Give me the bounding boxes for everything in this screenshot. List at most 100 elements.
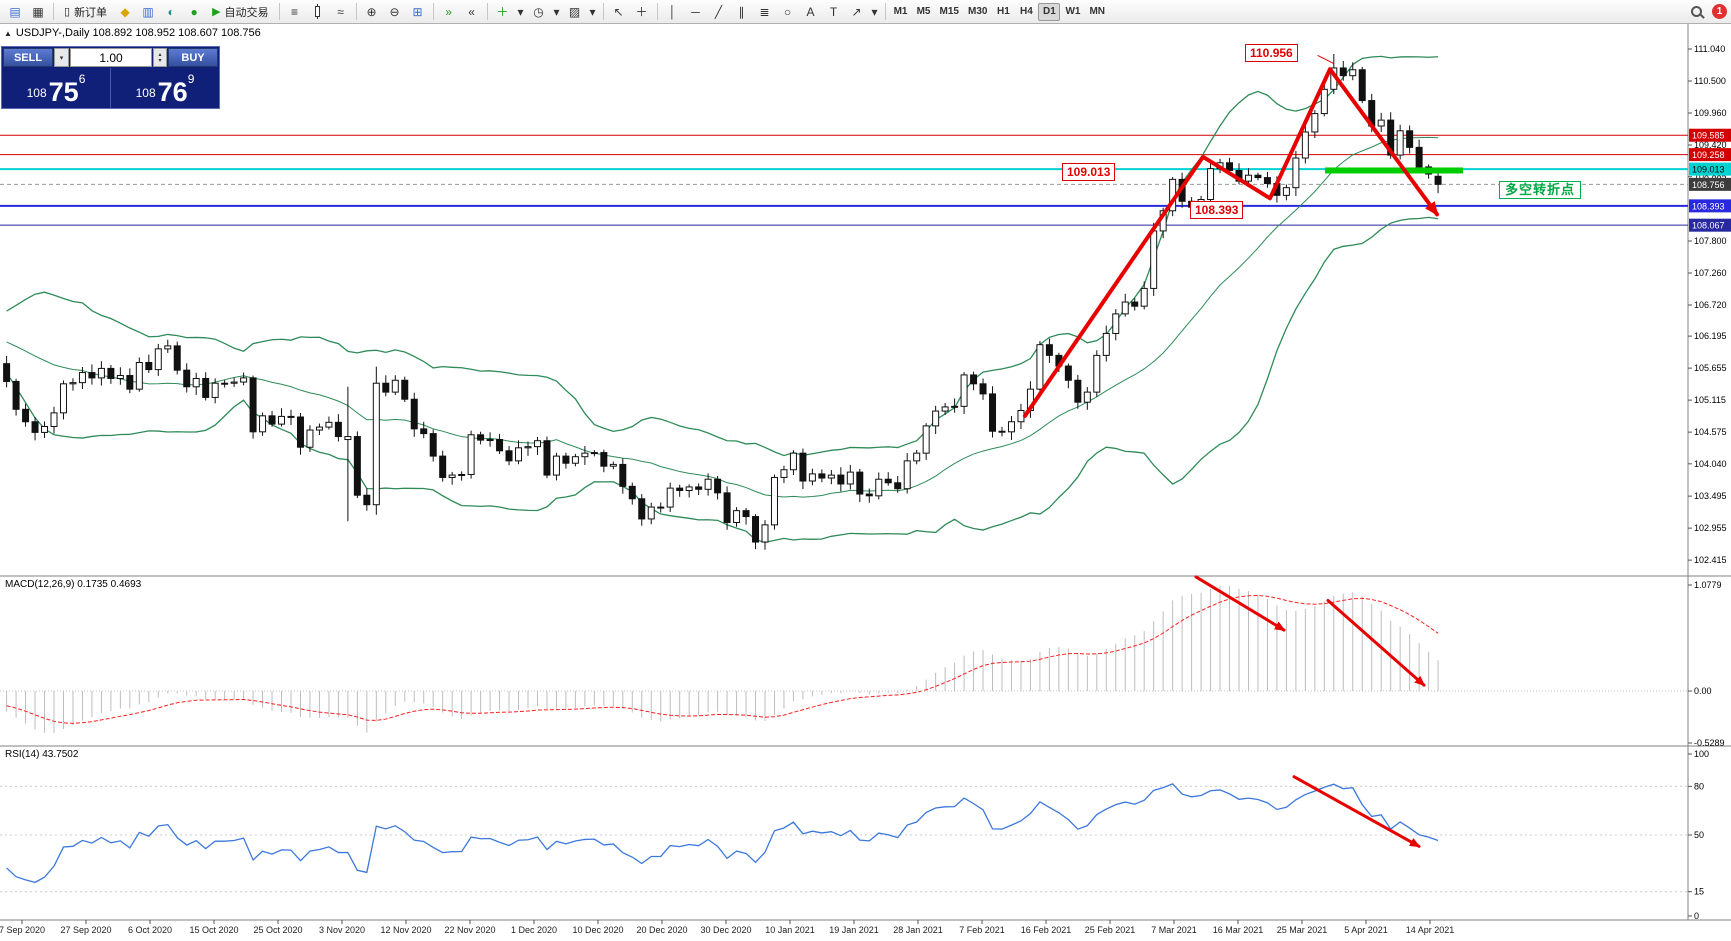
volume-stepper[interactable]: ▴ ▾ [153, 48, 167, 67]
svg-text:10 Jan 2021: 10 Jan 2021 [765, 925, 815, 935]
autotrading-button[interactable]: ▶ 自动交易 [206, 2, 274, 22]
shapes-icon[interactable]: ○ [783, 4, 792, 19]
channel-icon[interactable]: ∥ [738, 4, 745, 19]
history-center-icon[interactable]: ◐ [167, 4, 175, 19]
bollinger-bands [6, 55, 1439, 544]
rsi-arrow[interactable] [1292, 775, 1421, 848]
chart-shift-icon[interactable]: « [468, 4, 475, 19]
market-watch-icon[interactable]: ▥ [142, 4, 154, 19]
trendline-icon[interactable]: ╱ [714, 4, 723, 19]
new-order-icon: ▯ [64, 6, 71, 18]
text-label-icon[interactable]: T [829, 4, 838, 19]
arrows-dropdown-icon[interactable]: ▾ [871, 4, 878, 19]
svg-text:-0.5289: -0.5289 [1694, 738, 1725, 748]
peak-price-callout[interactable]: 110.956 [1245, 44, 1298, 62]
period-icon[interactable]: ◷ [533, 4, 544, 19]
rsi-indicator-label: RSI(14) 43.7502 [5, 749, 79, 760]
level-108393-callout[interactable]: 108.393 [1190, 201, 1244, 219]
search-icon[interactable] [1685, 2, 1707, 22]
oneclick-toggle-icon[interactable]: ▲ [4, 28, 12, 38]
timeframe-m1[interactable]: M1 [893, 6, 908, 17]
bar-chart-icon[interactable]: ≡ [291, 4, 299, 19]
timeframe-h4[interactable]: H4 [1020, 6, 1033, 17]
zoom-in-icon[interactable]: ⊕ [366, 4, 377, 19]
text-icon[interactable]: A [806, 4, 815, 19]
svg-text:110.500: 110.500 [1694, 76, 1726, 86]
svg-text:105.115: 105.115 [1694, 395, 1726, 405]
svg-text:3 Nov 2020: 3 Nov 2020 [319, 925, 365, 935]
svg-text:20 Dec 2020: 20 Dec 2020 [636, 925, 687, 935]
order-type-dropdown[interactable]: ▾ [54, 48, 69, 67]
candlestick-chart-icon[interactable] [307, 2, 329, 22]
timeframe-m30[interactable]: M30 [967, 6, 988, 17]
panel-dividers [0, 24, 1731, 921]
macd-arrow-1[interactable] [1194, 575, 1286, 632]
sell-price-button[interactable]: 108 75 6 [2, 68, 110, 108]
volume-input[interactable]: 1.00 [70, 48, 152, 67]
volume-down-icon[interactable]: ▾ [158, 57, 162, 64]
volume-up-icon[interactable]: ▴ [158, 51, 162, 58]
new-order-button[interactable]: ▯ 新订单 [58, 2, 113, 22]
timeframe-m5[interactable]: M5 [916, 6, 931, 17]
timeframe-h1[interactable]: H1 [997, 6, 1010, 17]
horizontal-line-icon[interactable]: ─ [691, 4, 700, 19]
level-109013-callout[interactable]: 109.013 [1062, 163, 1116, 181]
macd-arrow-2[interactable] [1326, 599, 1426, 687]
template-dropdown-icon[interactable]: ▾ [589, 4, 596, 19]
buy-price-prefix: 108 [135, 86, 156, 100]
charts-window-icon[interactable]: ▤ [9, 4, 21, 19]
svg-text:103.495: 103.495 [1694, 491, 1727, 501]
peak-callout-line[interactable] [1317, 55, 1334, 64]
svg-text:102.415: 102.415 [1694, 555, 1727, 565]
symbols-icon[interactable]: ◆ [120, 4, 130, 19]
zoom-out-icon[interactable]: ⊖ [389, 4, 400, 19]
cursor-icon[interactable]: ↖ [613, 4, 624, 19]
fibonacci-icon[interactable]: ≣ [759, 4, 770, 19]
buy-price-button[interactable]: 108 76 9 [111, 68, 219, 108]
tile-windows-icon[interactable]: ⊞ [412, 4, 423, 19]
crosshair-icon[interactable]: ＋ [635, 5, 648, 19]
price-axis-labels: 111.040 110.500 109.960 109.420 108.885 107.8… [1688, 44, 1731, 921]
svg-text:12 Nov 2020: 12 Nov 2020 [380, 925, 431, 935]
svg-text:104.040: 104.040 [1694, 459, 1727, 469]
period-dropdown-icon[interactable]: ▾ [553, 4, 560, 19]
add-indicator-dropdown-icon[interactable]: ▾ [517, 4, 524, 19]
toolbar-separator [884, 3, 886, 20]
new-chart-icon[interactable]: ▦ [32, 4, 44, 19]
svg-text:25 Mar 2021: 25 Mar 2021 [1277, 925, 1328, 935]
svg-text:104.575: 104.575 [1694, 427, 1727, 437]
line-chart-icon[interactable]: ≈ [337, 4, 344, 19]
svg-text:19 Jan 2021: 19 Jan 2021 [829, 925, 879, 935]
symbol-ohlc-readout: ▲ USDJPY-,Daily 108.892 108.952 108.607 … [4, 27, 261, 39]
price-trend-arrow[interactable] [1023, 67, 1439, 418]
sell-price-big: 75 [48, 77, 79, 107]
add-indicator-icon[interactable]: ＋ [496, 5, 509, 19]
arrows-tool-icon[interactable]: ↗ [851, 4, 862, 19]
svg-text:109.960: 109.960 [1694, 108, 1727, 118]
buy-button[interactable]: BUY [168, 48, 218, 67]
svg-text:15 Oct 2020: 15 Oct 2020 [189, 925, 238, 935]
turning-point-label[interactable]: 多空转折点 [1499, 181, 1582, 199]
sell-button[interactable]: SELL [3, 48, 53, 67]
toolbar-separator [355, 3, 357, 20]
vertical-line-icon[interactable]: │ [668, 4, 677, 19]
timeframe-d1[interactable]: D1 [1038, 2, 1061, 21]
horizontal-levels [0, 134, 1688, 226]
svg-text:0.00: 0.00 [1694, 686, 1712, 696]
svg-text:27 Sep 2020: 27 Sep 2020 [60, 925, 111, 935]
navigator-icon[interactable]: ● [190, 4, 198, 19]
toolbar-separator [278, 3, 280, 20]
support-zone-bar[interactable] [1325, 167, 1463, 174]
timeframe-mn[interactable]: MN [1089, 6, 1105, 17]
timeframe-m15[interactable]: M15 [939, 6, 959, 17]
template-icon[interactable]: ▨ [568, 4, 581, 19]
new-order-label: 新订单 [74, 6, 108, 19]
autoscroll-icon[interactable]: » [445, 4, 452, 19]
notification-badge[interactable]: 1 [1712, 4, 1727, 19]
timeframe-w1[interactable]: W1 [1065, 6, 1081, 17]
svg-text:16 Mar 2021: 16 Mar 2021 [1213, 925, 1264, 935]
toolbar-separator [486, 3, 488, 20]
toolbar-separator [53, 3, 54, 20]
svg-text:102.955: 102.955 [1694, 523, 1727, 533]
